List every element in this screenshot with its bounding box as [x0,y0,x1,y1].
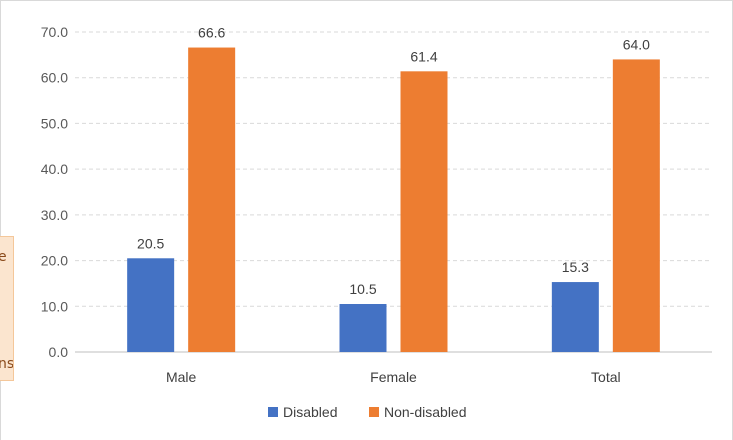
category-label: Female [370,369,417,385]
bar [612,59,660,353]
y-tick-label: 60.0 [41,70,68,86]
bar [551,282,599,352]
side-note-line-1: e [0,249,7,265]
data-label: 66.6 [198,25,225,41]
legend-label: Non-disabled [384,404,467,420]
chart-border-top [0,0,733,1]
chart-border-left [0,0,1,440]
data-label: 61.4 [410,48,437,64]
legend-label: Disabled [283,404,337,420]
data-label: 10.5 [349,281,376,297]
legend-swatch [369,407,379,417]
data-label: 15.3 [562,259,589,275]
y-tick-label: 0.0 [49,344,69,360]
data-label: 20.5 [137,235,164,251]
y-tick-label: 10.0 [41,298,68,314]
y-tick-label: 20.0 [41,253,68,269]
side-note-fragment: e ns [0,236,14,381]
data-label: 64.0 [623,36,650,52]
y-tick-label: 30.0 [41,207,68,223]
bar [339,304,387,352]
side-note-line-2: ns [0,356,14,372]
category-label: Total [591,369,621,385]
legend-swatch [268,407,278,417]
bar [188,47,236,353]
category-label: Male [166,369,197,385]
y-tick-label: 50.0 [41,115,68,131]
bar [127,258,175,352]
bar [400,71,448,353]
y-tick-label: 70.0 [41,24,68,40]
y-tick-label: 40.0 [41,161,68,177]
